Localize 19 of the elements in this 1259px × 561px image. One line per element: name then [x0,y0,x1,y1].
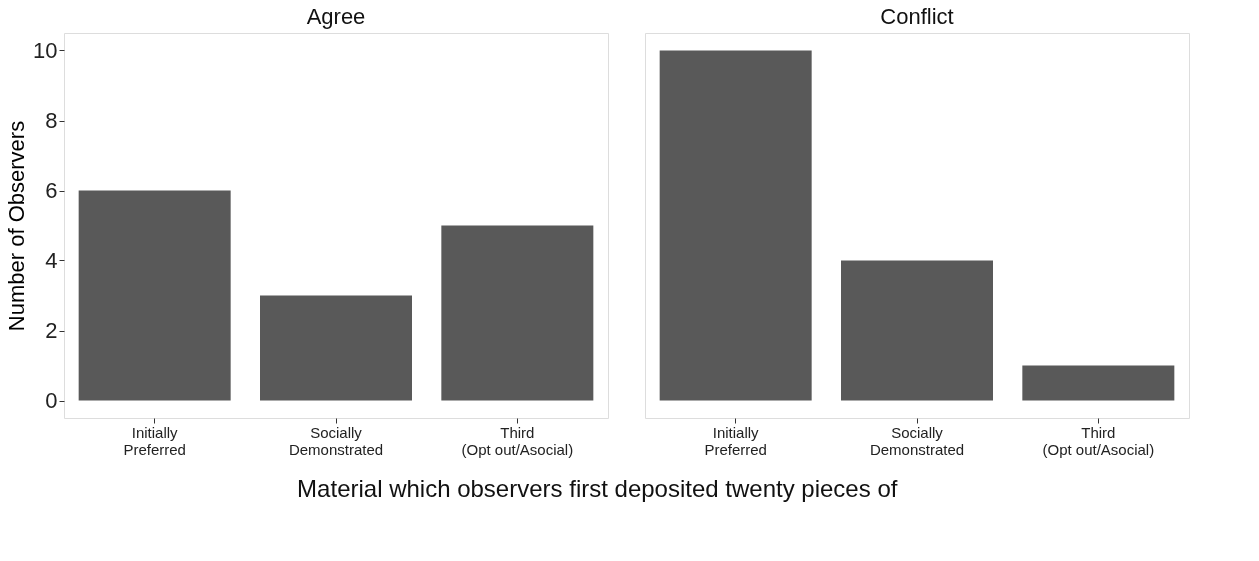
x-tick-label: Initially Preferred [704,423,767,458]
x-tick-label: Third (Opt out/Asocial) [1042,423,1155,458]
bar [78,190,231,401]
x-tick-label: Socially Demonstrated [869,423,965,458]
y-tick-label: 4 [45,248,58,273]
y-tick-label: 6 [45,178,58,203]
y-tick-label: 0 [45,388,58,413]
x-axis-title: Material which observers first deposited twenty pieces of [297,474,898,502]
bar [441,225,594,401]
y-axis-title: Number of Observers [4,120,30,332]
bar [260,295,412,401]
x-tick-label: Initially Preferred [123,423,186,458]
x-tick-label: Socially Demonstrated [288,423,384,458]
chart-title: Conflict [880,4,954,29]
x-tick-label: Third (Opt out/Asocial) [461,423,574,458]
chart-title: Agree [306,4,366,29]
y-tick-label: 2 [45,318,58,343]
y-tick-label: 8 [45,108,58,133]
y-tick-label: 10 [33,38,58,63]
